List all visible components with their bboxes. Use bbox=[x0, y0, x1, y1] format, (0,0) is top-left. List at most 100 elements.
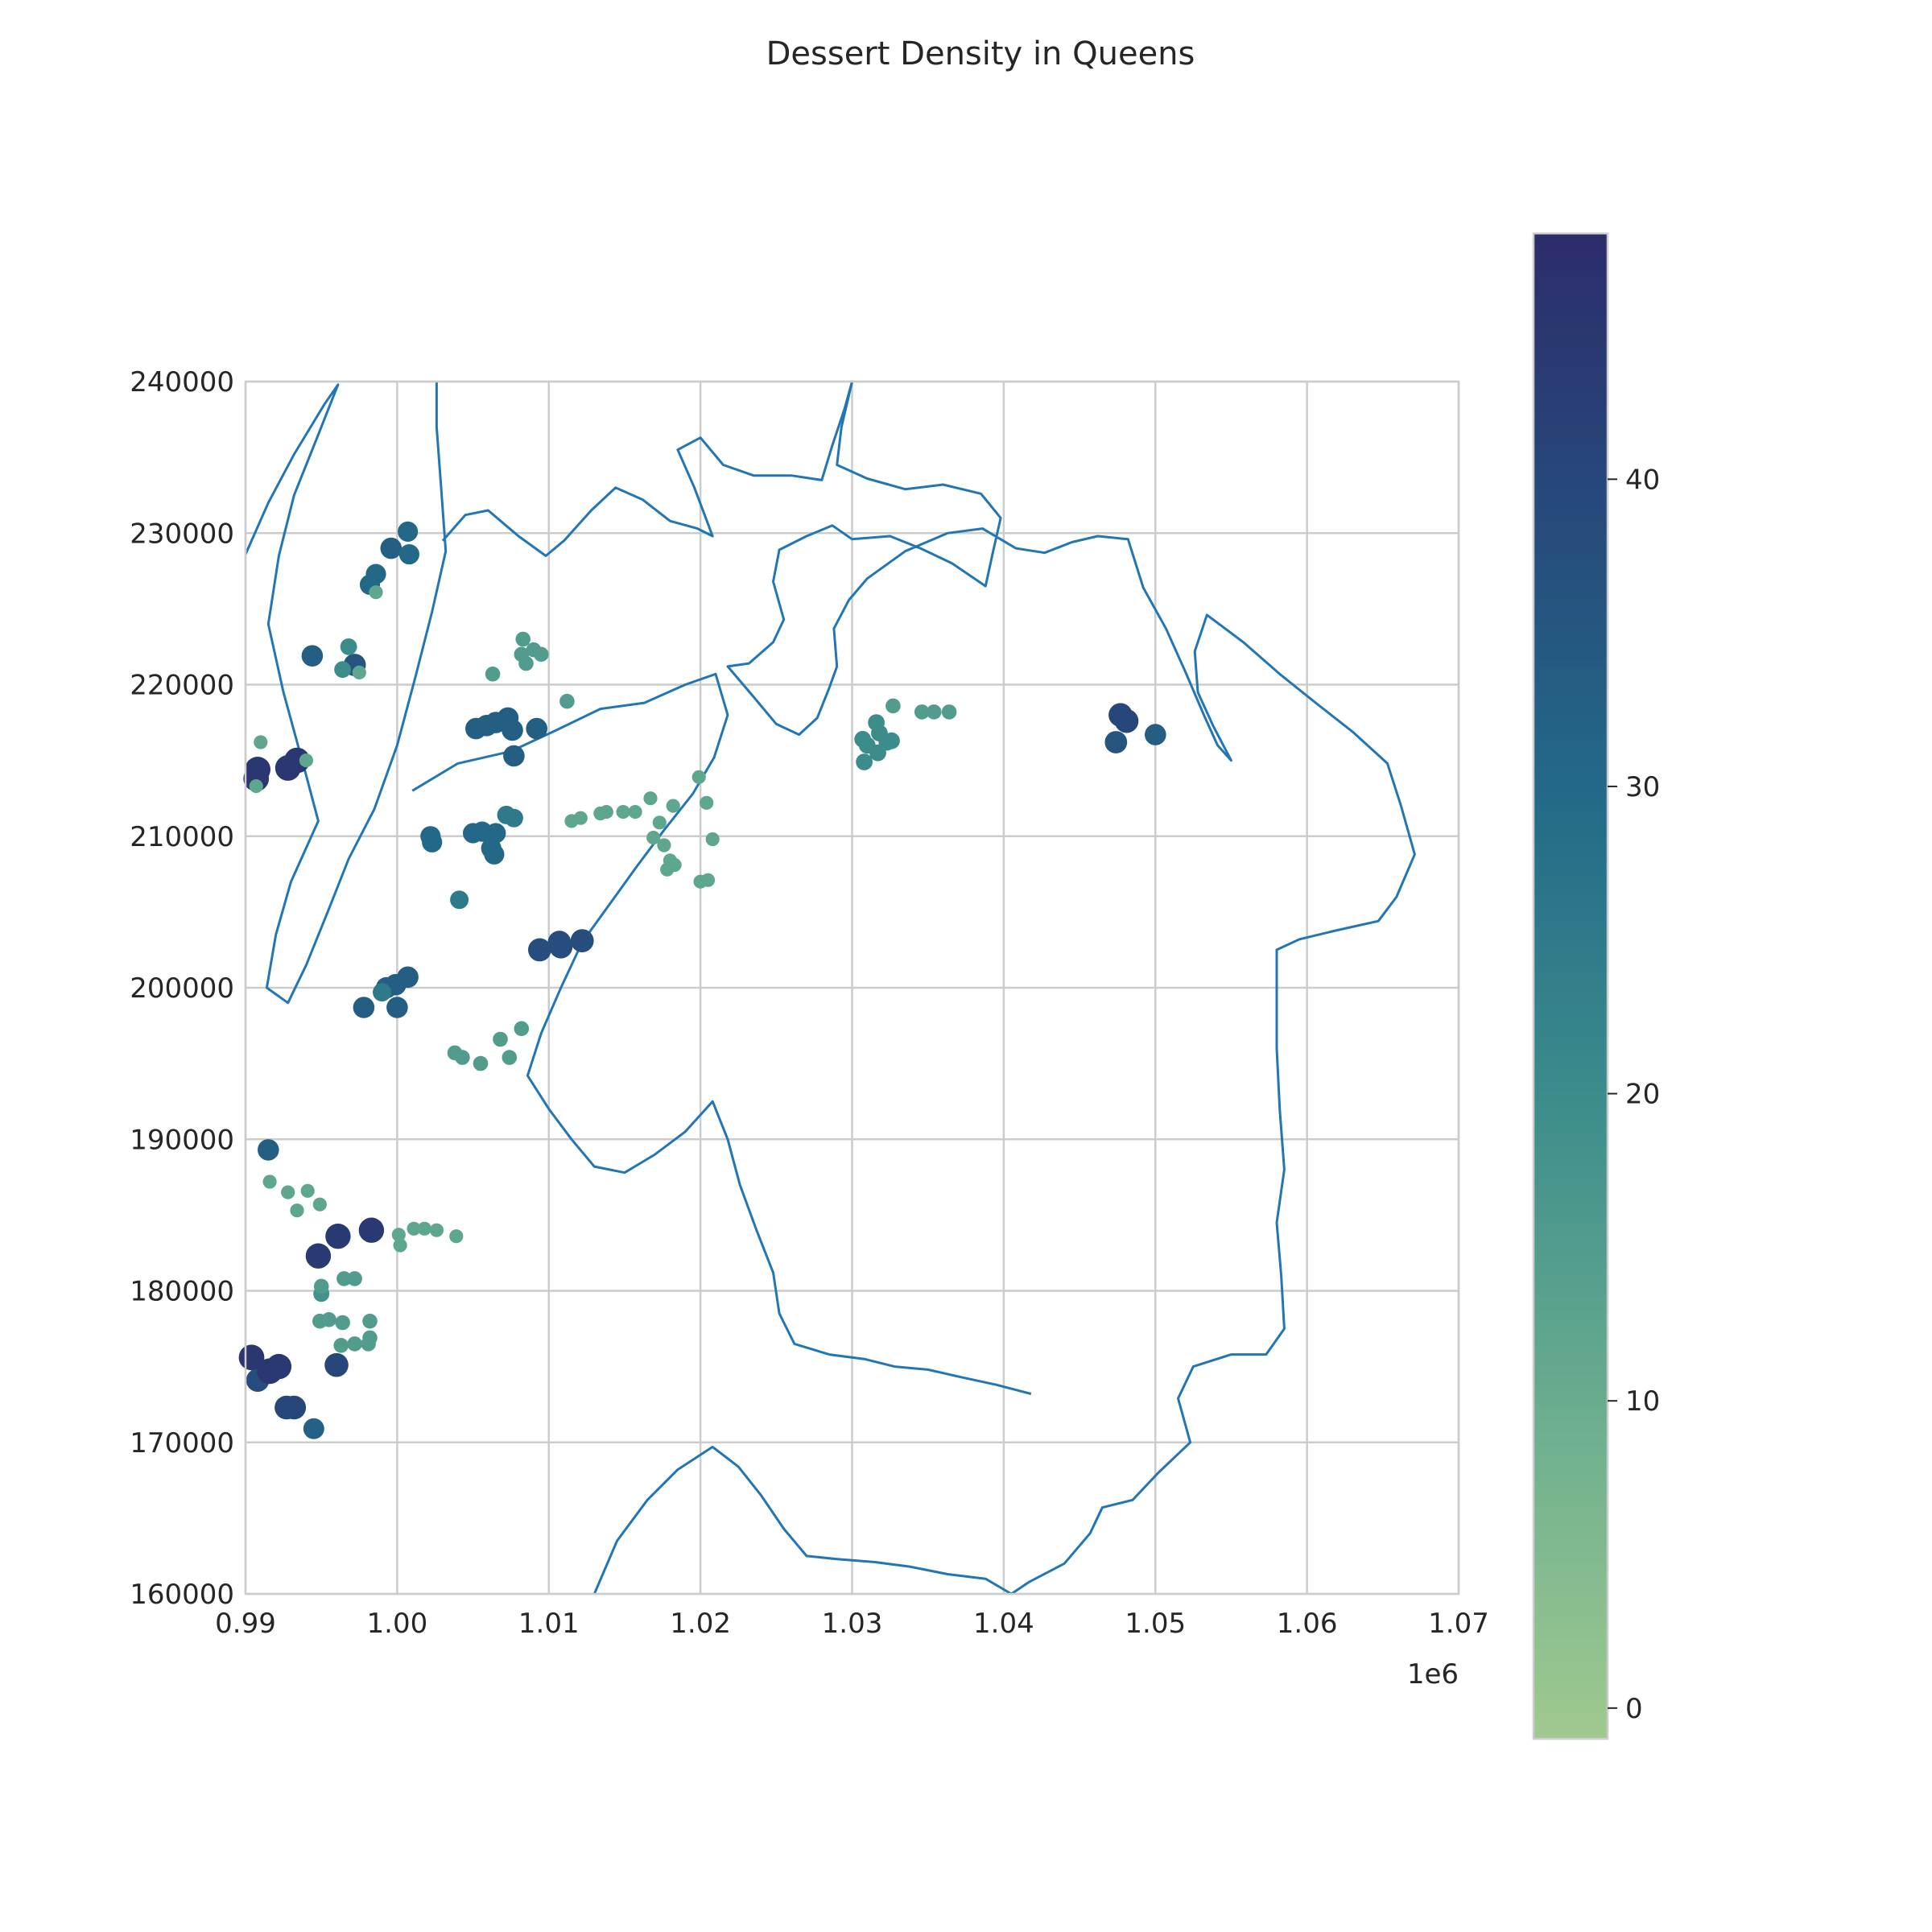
data-point bbox=[417, 1221, 431, 1236]
data-point bbox=[515, 631, 530, 647]
data-point bbox=[391, 1228, 406, 1242]
data-point bbox=[303, 1418, 324, 1439]
data-point bbox=[449, 1229, 464, 1244]
colorbar-tick-label: 30 bbox=[1625, 771, 1660, 803]
data-point bbox=[526, 717, 547, 740]
data-point bbox=[941, 704, 957, 720]
data-point bbox=[549, 935, 573, 959]
data-point bbox=[691, 770, 706, 784]
x-tick-label: 1.04 bbox=[973, 1608, 1034, 1640]
data-point bbox=[514, 1021, 530, 1037]
data-point bbox=[365, 564, 386, 584]
data-point bbox=[869, 744, 886, 762]
x-axis: 0.99 1.00 1.01 1.02 1.03 1.04 1.05 1.06 1.07 bbox=[215, 1608, 1489, 1640]
data-point bbox=[333, 1338, 349, 1353]
colorbar-tick-label: 10 bbox=[1625, 1385, 1660, 1418]
data-point bbox=[284, 747, 310, 774]
data-point bbox=[518, 655, 534, 671]
data-point bbox=[643, 791, 658, 806]
data-point bbox=[573, 811, 588, 825]
y-tick-label: 190000 bbox=[130, 1124, 234, 1156]
data-point bbox=[393, 1238, 407, 1253]
shoreline-south bbox=[592, 1445, 1013, 1596]
data-point bbox=[281, 1185, 295, 1199]
data-point bbox=[502, 1050, 518, 1065]
data-point bbox=[299, 753, 313, 768]
y-axis: 160000 170000 180000 190000 200000 210000 2200… bbox=[130, 366, 234, 1611]
shoreline-west bbox=[244, 382, 448, 1005]
data-point bbox=[380, 537, 402, 559]
data-point bbox=[407, 1221, 421, 1236]
x-tick-label: 0.99 bbox=[215, 1608, 276, 1640]
data-point bbox=[883, 732, 900, 749]
data-point bbox=[324, 1352, 349, 1377]
data-point bbox=[914, 704, 930, 720]
data-point bbox=[429, 1223, 444, 1237]
data-point bbox=[455, 1050, 470, 1065]
data-point bbox=[386, 997, 408, 1018]
data-point bbox=[646, 831, 661, 845]
data-point bbox=[352, 665, 366, 680]
data-point bbox=[559, 693, 575, 709]
data-point bbox=[290, 1203, 304, 1218]
data-point bbox=[358, 1217, 385, 1243]
data-point bbox=[266, 1353, 292, 1380]
data-point bbox=[313, 1278, 329, 1294]
x-tick-label: 1.05 bbox=[1125, 1608, 1186, 1640]
data-point bbox=[362, 1313, 378, 1329]
data-point bbox=[336, 1271, 352, 1286]
data-point bbox=[254, 735, 268, 749]
plot-area bbox=[238, 380, 1460, 1596]
data-point bbox=[1145, 724, 1166, 745]
y-tick-label: 230000 bbox=[130, 518, 234, 550]
data-point bbox=[616, 805, 630, 819]
data-point bbox=[301, 645, 324, 667]
data-point bbox=[397, 966, 419, 989]
data-point bbox=[262, 1174, 277, 1189]
data-point bbox=[450, 890, 469, 910]
y-tick-label: 170000 bbox=[130, 1427, 234, 1459]
data-point bbox=[347, 1271, 362, 1286]
data-point bbox=[886, 698, 901, 714]
data-point bbox=[325, 1224, 351, 1249]
data-point bbox=[398, 521, 419, 543]
data-point bbox=[362, 1330, 378, 1346]
data-point bbox=[312, 1197, 327, 1212]
data-point bbox=[249, 779, 263, 794]
queens-boundary bbox=[244, 380, 1416, 1596]
data-point bbox=[504, 808, 523, 828]
data-point bbox=[705, 832, 720, 847]
data-point bbox=[570, 929, 594, 952]
colorbar-tick-label: 20 bbox=[1625, 1079, 1660, 1111]
y-tick-label: 200000 bbox=[130, 972, 234, 1005]
colorbar: 0 10 20 30 40 bbox=[1532, 232, 1660, 1740]
data-point bbox=[503, 745, 525, 767]
y-tick-label: 220000 bbox=[130, 670, 234, 702]
dessert-points bbox=[238, 521, 1166, 1439]
data-point bbox=[335, 1315, 350, 1331]
data-point bbox=[398, 544, 419, 565]
data-point bbox=[926, 704, 942, 720]
data-point bbox=[373, 983, 391, 1002]
data-point bbox=[282, 1395, 307, 1420]
data-point bbox=[484, 844, 505, 865]
data-point bbox=[258, 1139, 279, 1161]
x-tick-label: 1.00 bbox=[367, 1608, 428, 1640]
data-point bbox=[334, 661, 351, 679]
data-point bbox=[422, 832, 443, 852]
data-point bbox=[666, 799, 680, 813]
colorbar-ticks: 0 10 20 30 40 bbox=[1608, 464, 1660, 1725]
data-point bbox=[300, 1183, 315, 1198]
data-point bbox=[856, 753, 873, 770]
data-point bbox=[528, 938, 551, 962]
data-point bbox=[353, 997, 375, 1018]
x-tick-label: 1.02 bbox=[670, 1608, 731, 1640]
data-point bbox=[347, 1336, 362, 1352]
x-tick-label: 1.01 bbox=[518, 1608, 580, 1640]
data-point bbox=[534, 646, 549, 663]
data-point bbox=[485, 667, 501, 682]
data-point bbox=[245, 757, 270, 782]
colorbar-tick-label: 0 bbox=[1625, 1693, 1643, 1725]
x-tick-label: 1.03 bbox=[822, 1608, 883, 1640]
